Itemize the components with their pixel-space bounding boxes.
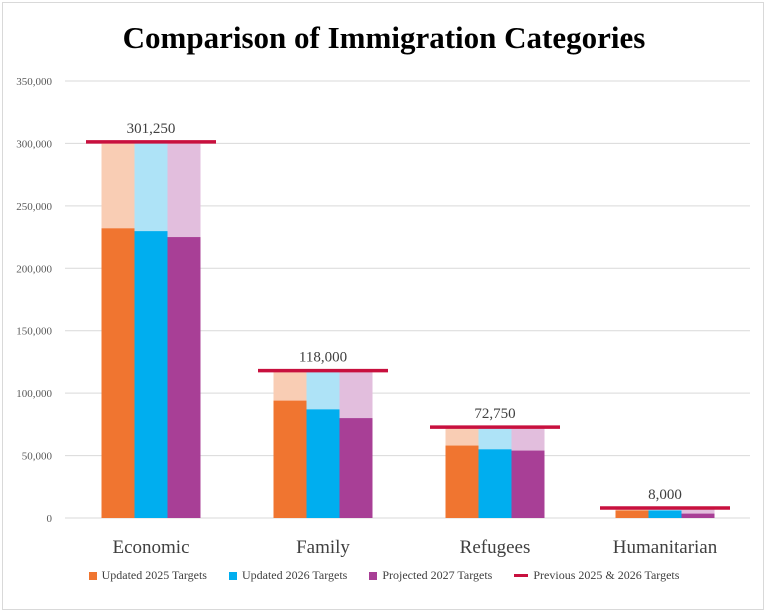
legend-swatch [369, 571, 378, 580]
bar-projected-2027-targets [167, 237, 201, 519]
y-tick-label: 50,000 [22, 451, 53, 463]
bar-updated-2026-targets [306, 409, 340, 518]
category-label: Economic [112, 537, 189, 558]
legend-item: Updated 2026 Targets [228, 568, 348, 583]
chart-title: Comparison of Immigration Categories [122, 20, 646, 55]
bar-updated-2025-targets [101, 228, 135, 518]
legend-item: Previous 2025 & 2026 Targets [514, 568, 679, 583]
data-label: 301,250 [127, 121, 176, 137]
data-label: 118,000 [299, 350, 347, 366]
y-tick-label: 350,000 [16, 76, 52, 88]
legend-label: Updated 2025 Targets [101, 568, 207, 582]
y-tick-label: 300,000 [16, 138, 52, 150]
category-label: Refugees [460, 537, 531, 558]
bar-projected-2027-targets [681, 513, 715, 518]
data-label: 72,750 [474, 406, 515, 422]
bar-updated-2025-targets [445, 445, 479, 518]
y-tick-label: 0 [47, 513, 53, 525]
bar-updated-2025-targets [615, 510, 649, 518]
legend-label: Updated 2026 Targets [241, 568, 348, 582]
bar-projected-2027-targets [511, 450, 545, 518]
legend: Updated 2025 Targets Updated 2026 Targets… [0, 568, 768, 583]
y-tick-label: 150,000 [16, 326, 52, 338]
bar-background-2 [681, 508, 715, 518]
y-tick-label: 100,000 [16, 388, 52, 400]
bar-updated-2025-targets [273, 400, 307, 518]
legend-swatch [88, 571, 97, 580]
category-label: Humanitarian [613, 537, 718, 558]
data-label: 8,000 [648, 487, 682, 503]
bar-projected-2027-targets [339, 418, 373, 518]
y-tick-label: 250,000 [16, 201, 52, 213]
y-tick-label: 200,000 [16, 263, 52, 275]
bar-updated-2026-targets [134, 231, 168, 518]
legend-label: Projected 2027 Targets [382, 568, 493, 582]
legend-swatch [228, 571, 237, 580]
bar-updated-2026-targets [478, 449, 512, 518]
category-label: Family [296, 537, 350, 558]
bar-updated-2026-targets [648, 510, 682, 518]
legend-item: Projected 2027 Targets [369, 568, 492, 583]
legend-item: Updated 2025 Targets [88, 568, 207, 583]
legend-label: Previous 2025 & 2026 Targets [533, 568, 680, 582]
legend-line [514, 574, 529, 577]
